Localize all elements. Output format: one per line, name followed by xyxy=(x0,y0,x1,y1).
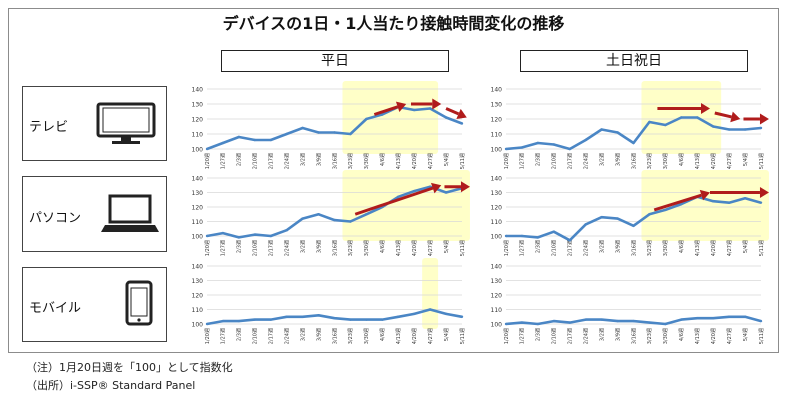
mobile-phone-icon xyxy=(125,280,153,326)
row-label-tv: テレビ xyxy=(22,86,167,161)
figure-title: デバイスの1日・1人当たり接触時間変化の推移 xyxy=(222,14,565,33)
row-label-text: テレビ xyxy=(29,120,69,135)
column-header-holiday: 土日祝日 xyxy=(520,50,748,72)
row-label-text: パソコン xyxy=(29,211,82,226)
row-label-pc: パソコン xyxy=(22,176,167,252)
column-header-weekday: 平日 xyxy=(221,50,449,72)
laptop-icon xyxy=(101,194,159,232)
row-label-mobile: モバイル xyxy=(22,267,167,342)
figure-frame xyxy=(8,8,779,353)
note-source: （出所）i-SSP® Standard Panel xyxy=(26,379,196,392)
note-index-basis: （注）1月20日週を「100」として指数化 xyxy=(26,361,233,374)
row-label-text: モバイル xyxy=(29,301,82,316)
tv-icon xyxy=(96,102,156,144)
